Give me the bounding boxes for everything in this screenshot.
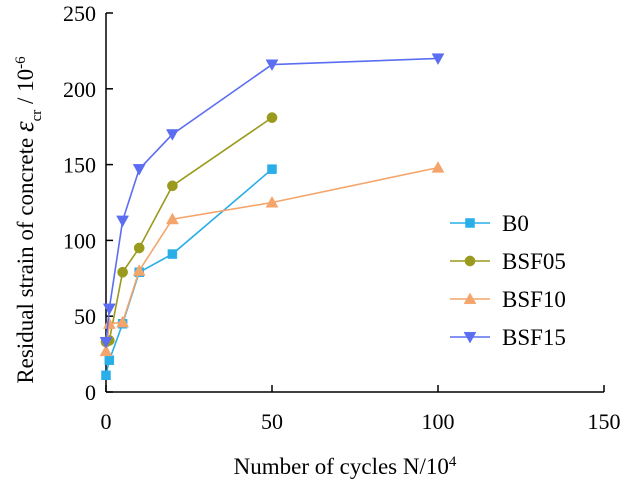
data-point: [102, 317, 116, 329]
data-point: [132, 164, 146, 176]
series-layer: [99, 53, 445, 381]
series-line: [105, 166, 439, 352]
data-point: [117, 266, 128, 278]
y-tick-label: 250: [63, 1, 96, 26]
series-bsf10: [99, 161, 445, 357]
data-point: [265, 195, 279, 208]
legend-label: BSF15: [502, 325, 566, 350]
legend-item: BSF15: [450, 325, 566, 350]
data-point: [266, 112, 278, 123]
y-axis-title: Residual strain of concrete εcr / 10-6: [9, 56, 45, 384]
data-point: [463, 331, 477, 344]
data-point: [167, 249, 178, 259]
legend-label: B0: [502, 211, 529, 236]
x-tick-label: 50: [261, 409, 283, 434]
data-point: [267, 164, 277, 174]
series-line: [105, 116, 273, 343]
data-point: [132, 264, 146, 276]
data-point: [465, 218, 475, 228]
y-tick-label: 200: [63, 77, 96, 102]
x-tick-label: 150: [588, 409, 621, 434]
legend-item: BSF10: [450, 287, 566, 312]
data-point: [431, 53, 445, 65]
legend-item: BSF05: [450, 249, 566, 274]
data-point: [99, 344, 113, 357]
legend: B0 BSF05 BSF10 BSF15: [450, 211, 566, 350]
y-tick-label: 150: [63, 153, 96, 178]
y-tick-label: 0: [85, 380, 96, 405]
series-line: [105, 168, 273, 376]
data-point: [464, 255, 476, 267]
data-point: [463, 292, 477, 305]
data-point: [167, 180, 178, 192]
data-point: [431, 161, 445, 173]
y-tick-label: 50: [74, 304, 96, 329]
x-tick-label: 100: [422, 409, 455, 434]
data-point: [101, 370, 111, 381]
legend-label: BSF10: [502, 287, 566, 312]
data-point: [165, 129, 179, 141]
data-point: [133, 242, 145, 254]
data-point: [116, 215, 130, 228]
data-point: [116, 315, 130, 328]
y-tick-label: 100: [63, 228, 96, 253]
data-point: [104, 355, 115, 365]
series-bsf05: [100, 112, 278, 348]
legend-label: BSF05: [502, 249, 566, 274]
data-point: [99, 336, 113, 349]
data-point: [165, 212, 179, 225]
legend-item: B0: [450, 211, 529, 236]
x-tick-label: 0: [101, 409, 112, 434]
axes: 0 50 100 150 200 250 0 50 100 150: [63, 1, 621, 434]
data-point: [102, 303, 116, 316]
data-point: [265, 59, 279, 72]
x-axis-title: Number of cycles N/104: [234, 454, 457, 479]
series-bsf15: [99, 53, 445, 349]
